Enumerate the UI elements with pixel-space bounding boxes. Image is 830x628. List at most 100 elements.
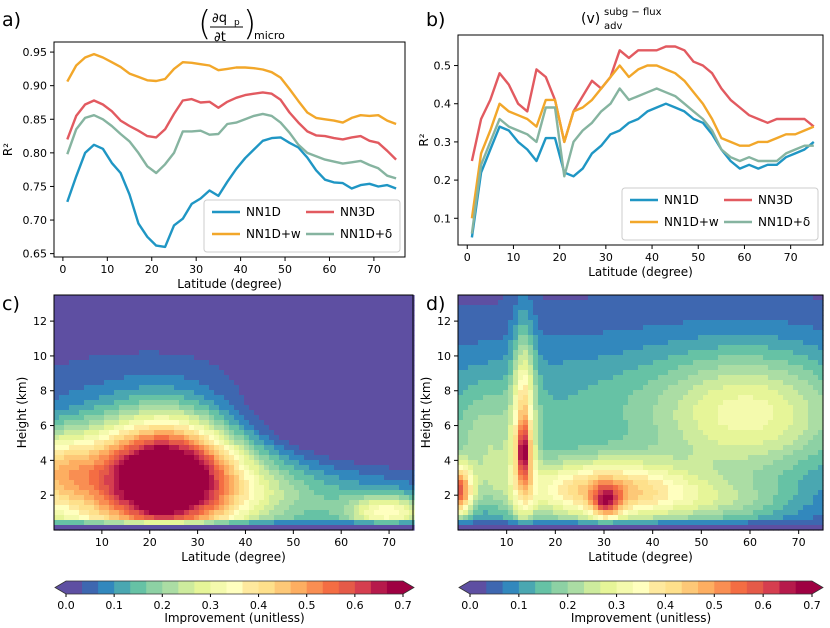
heatmap-cell	[563, 325, 569, 331]
heatmap-cell	[289, 445, 295, 451]
heatmap-cell	[219, 360, 225, 366]
heatmap-cell	[319, 315, 325, 321]
heatmap-cell	[458, 330, 464, 336]
heatmap-cell	[463, 320, 469, 326]
heatmap-cell	[214, 300, 220, 306]
heatmap-cell	[468, 335, 474, 341]
heatmap-cell	[119, 410, 125, 416]
heatmap-cell	[124, 315, 130, 321]
heatmap-cell	[409, 315, 415, 321]
heatmap-cell	[374, 390, 380, 396]
heatmap-cell	[364, 315, 370, 321]
heatmap-cell	[528, 520, 534, 526]
heatmap-cell	[603, 365, 609, 371]
heatmap-cell	[169, 345, 175, 351]
heatmap-cell	[259, 515, 265, 521]
heatmap-cell	[374, 515, 380, 521]
heatmap-cell	[224, 375, 230, 381]
heatmap-cell	[563, 410, 569, 416]
heatmap-cell	[608, 365, 614, 371]
heatmap-cell	[608, 415, 614, 421]
heatmap-cell	[124, 455, 130, 461]
heatmap-cell	[379, 305, 385, 311]
heatmap-cell	[134, 475, 140, 481]
heatmap-cell	[513, 410, 519, 416]
heatmap-cell	[109, 470, 115, 476]
heatmap-cell	[314, 430, 320, 436]
heatmap-cell	[169, 390, 175, 396]
heatmap-cell	[608, 420, 614, 426]
heatmap-cell	[294, 475, 300, 481]
heatmap-cell	[84, 475, 90, 481]
heatmap-cell	[69, 470, 75, 476]
heatmap-cell	[209, 305, 215, 311]
heatmap-cell	[69, 420, 75, 426]
heatmap-cell	[269, 305, 275, 311]
heatmap-cell	[344, 340, 350, 346]
heatmap-cell	[74, 470, 80, 476]
heatmap-cell	[209, 325, 215, 331]
heatmap-cell	[244, 365, 250, 371]
heatmap-cell	[578, 400, 584, 406]
heatmap-cell	[174, 300, 180, 306]
heatmap-cell	[563, 450, 569, 456]
heatmap-cell	[563, 345, 569, 351]
heatmap-cell	[508, 495, 514, 501]
heatmap-cell	[294, 455, 300, 461]
heatmap-cell	[578, 305, 584, 311]
heatmap-cell	[59, 380, 65, 386]
heatmap-cell	[409, 350, 415, 356]
heatmap-cell	[508, 505, 514, 511]
heatmap-cell	[254, 360, 260, 366]
heatmap-cell	[463, 355, 469, 361]
heatmap-cell	[369, 425, 375, 431]
heatmap-cell	[129, 335, 135, 341]
heatmap-cell	[598, 370, 604, 376]
heatmap-cell	[74, 495, 80, 501]
heatmap-cell	[114, 510, 120, 516]
heatmap-cell	[199, 500, 205, 506]
heatmap-cell	[304, 520, 310, 526]
heatmap-cell	[389, 340, 395, 346]
heatmap-cell	[104, 435, 110, 441]
heatmap-cell	[394, 405, 400, 411]
heatmap-cell	[219, 310, 225, 316]
heatmap-cell	[478, 350, 484, 356]
heatmap-cell	[478, 495, 484, 501]
heatmap-cell	[578, 485, 584, 491]
heatmap-cell	[354, 490, 360, 496]
heatmap-cell	[99, 450, 105, 456]
heatmap-cell	[344, 510, 350, 516]
heatmap-cell	[99, 455, 105, 461]
heatmap-cell	[344, 465, 350, 471]
heatmap-cell	[583, 350, 589, 356]
heatmap-cell	[563, 385, 569, 391]
heatmap-cell	[79, 480, 85, 486]
heatmap-cell	[259, 330, 265, 336]
heatmap-cell	[64, 480, 70, 486]
heatmap-cell	[379, 470, 385, 476]
heatmap-cell	[264, 380, 270, 386]
heatmap-cell	[179, 485, 185, 491]
heatmap-cell	[304, 485, 310, 491]
heatmap-cell	[74, 440, 80, 446]
heatmap-cell	[508, 425, 514, 431]
heatmap-cell	[264, 355, 270, 361]
heatmap-cell	[359, 295, 365, 301]
heatmap-cell	[174, 325, 180, 331]
heatmap-cell	[124, 520, 130, 526]
heatmap-cell	[139, 430, 145, 436]
heatmap-cell	[518, 300, 524, 306]
heatmap-cell	[244, 500, 250, 506]
heatmap-cell	[134, 335, 140, 341]
heatmap-cell	[209, 420, 215, 426]
heatmap-cell	[359, 365, 365, 371]
heatmap-cell	[104, 490, 110, 496]
heatmap-cell	[209, 450, 215, 456]
heatmap-cell	[493, 365, 499, 371]
heatmap-cell	[409, 360, 415, 366]
heatmap-cell	[503, 365, 509, 371]
heatmap-cell	[399, 335, 405, 341]
heatmap-cell	[179, 405, 185, 411]
heatmap-cell	[359, 315, 365, 321]
